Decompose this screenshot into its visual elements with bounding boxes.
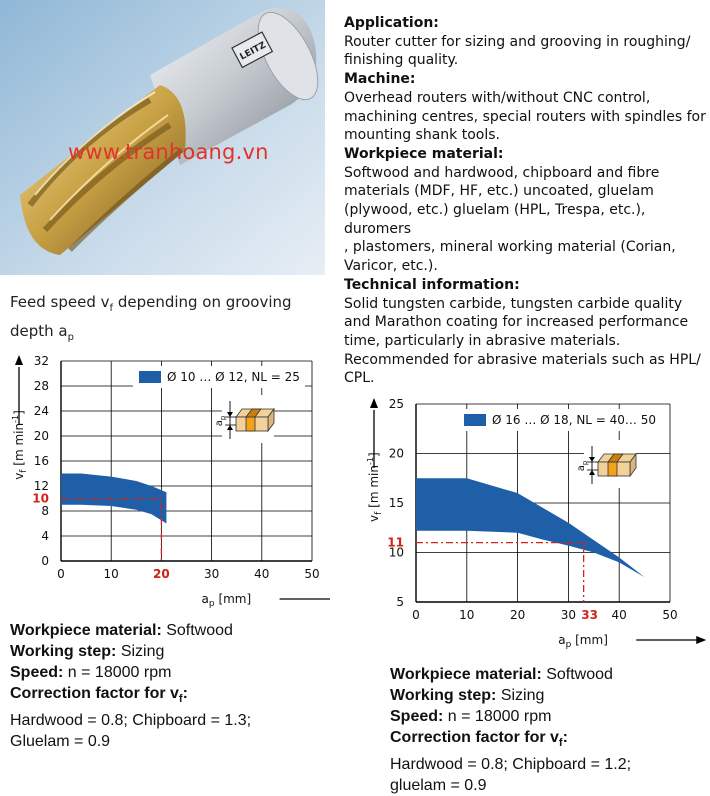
leitz-logo: LEITZ [231,31,274,69]
x-tick-label: 40 [612,608,627,622]
y-tick-label: 20 [389,447,404,461]
y-tick-label: 25 [389,397,404,411]
depth-label: ap [214,415,227,426]
highlight-line [416,541,585,602]
x-axis-label: ap [mm] [558,633,608,650]
highlight-x-label: 20 [153,567,170,581]
x-tick-label: 10 [459,608,474,622]
chart-feed-speed-small: Ø 10 … Ø 12, NL = 25 ap 0 10 20 30 40 50 20 0 4 8 12… [11,354,330,609]
workpiece-text: Softwood and hardwood, chipboard and fib… [344,164,676,275]
y-tick-label: 12 [34,479,49,493]
highlight-y-label: 10 [32,492,49,506]
application-text: Router cutter for sizing and grooving in… [344,33,691,69]
y-axis-label: vf [m min-1] [11,410,29,480]
x-tick-label: 0 [57,567,65,581]
y-axis-arrowhead [370,398,378,408]
y-tick-label: 28 [34,379,49,393]
y-tick-label: 5 [396,595,404,609]
machine-heading: Machine: [344,71,416,88]
x-tick-label: 0 [412,608,420,622]
x-tick-label: 50 [662,608,677,622]
depth-label: ap [576,460,589,471]
x-tick-label: 50 [304,567,319,581]
legend-box [458,409,668,431]
highlight-line [61,497,163,561]
machine-text: Overhead routers with/without CNC contro… [344,89,706,144]
x-tick-label: 10 [104,567,119,581]
notes-chart-2: Workpiece material: Softwood Working ste… [390,666,632,795]
x-tick-label: 30 [561,608,576,622]
y-axis-label: vf [m min-1] [366,452,384,522]
groove-pictogram: ap [576,440,637,488]
notes-chart-1: Workpiece material: Softwood Working ste… [10,622,252,751]
x-axis-arrowhead [696,636,707,644]
legend-swatch [464,414,486,426]
application-heading: Application: [344,15,439,31]
workpiece-heading: Workpiece material: [344,145,504,162]
x-tick-label: 20 [510,608,525,622]
feed-speed-caption: Feed speed vf depending on grooving dept… [10,293,292,343]
y-tick-label: 0 [41,554,49,568]
legend-label: Ø 16 … Ø 18, NL = 40… 50 [492,413,656,427]
spec-text: Application: Router cutter for sizing an… [344,14,710,388]
watermark-text: www.tranhoang.vn [68,140,269,164]
highlight-x-label: 33 [581,608,598,622]
x-tick-label: 20 [154,567,169,581]
highlight-y-label: 11 [387,536,404,550]
router-cutter-photo: LEITZ [0,0,325,275]
x-axis-label: ap [mm] [202,592,252,609]
feed-speed-band [61,473,167,524]
y-tick-label: 8 [41,504,49,518]
y-axis-arrowhead [15,355,23,365]
feed-speed-band [416,478,645,578]
y-tick-label: 16 [34,454,49,468]
y-tick-label: 10 [389,546,404,560]
legend-swatch [139,371,161,383]
legend-box [133,366,305,388]
y-tick-label: 24 [34,404,49,418]
y-tick-label: 32 [34,354,49,368]
y-tick-label: 20 [34,429,49,443]
technical-text: Solid tungsten carbide, tungsten carbide… [344,295,701,387]
technical-heading: Technical information: [344,276,520,293]
x-tick-label: 40 [254,567,269,581]
groove-pictogram: ap [214,395,275,443]
legend-label: Ø 10 … Ø 12, NL = 25 [167,370,300,384]
y-tick-label: 15 [389,496,404,510]
chart-feed-speed-large: Ø 16 … Ø 18, NL = 40… 50 ap 0 10 20 30 40 50 33 5… [366,397,707,650]
x-tick-label: 30 [204,567,219,581]
y-tick-label: 4 [41,529,49,543]
